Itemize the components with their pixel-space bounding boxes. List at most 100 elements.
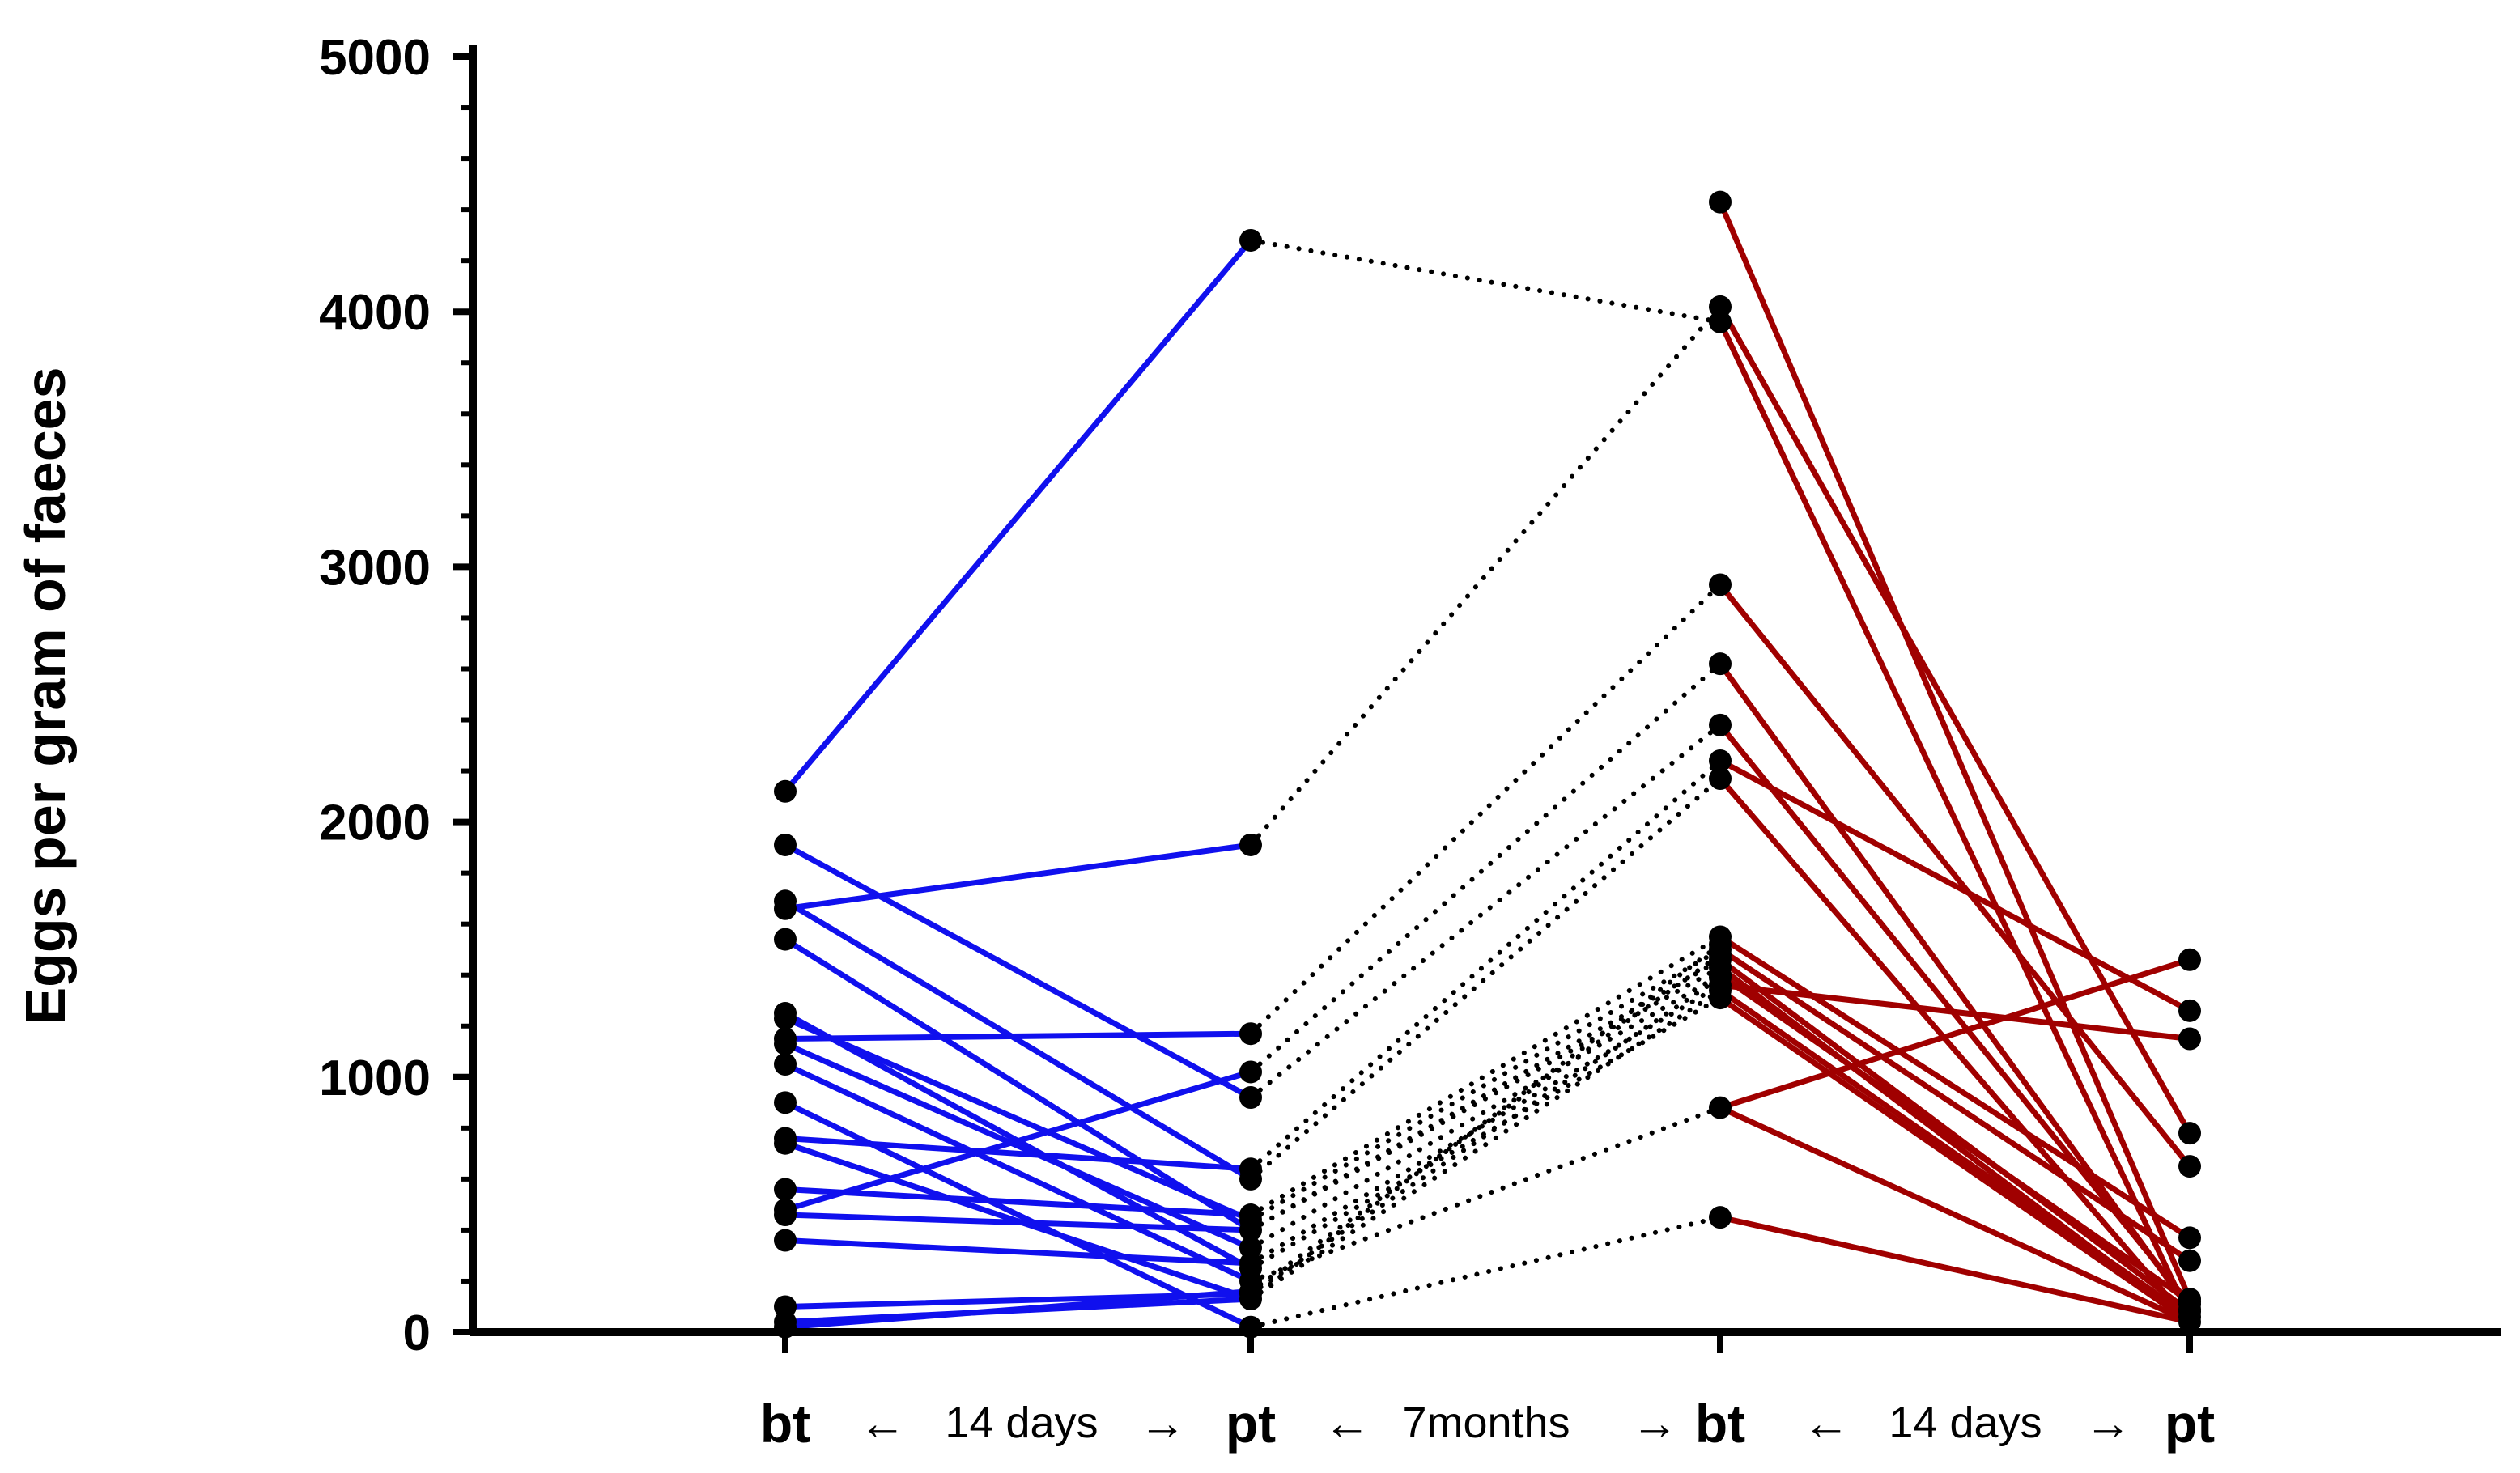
x-category-label-1: bt — [760, 1394, 810, 1454]
interval-line-1 — [1248, 237, 1723, 325]
data-point-col2 — [1239, 1022, 1262, 1046]
interval-line-17 — [1248, 974, 1723, 1297]
first-treatment-line-3 — [782, 898, 1254, 1182]
data-point-col3 — [1709, 978, 1732, 1002]
interval-line-2 — [1248, 304, 1723, 847]
first-treatment-line-17 — [782, 1237, 1254, 1267]
data-point-col1 — [774, 833, 797, 856]
data-point-col4 — [2178, 1226, 2201, 1250]
first-treatment-line-15 — [782, 1068, 1254, 1213]
interval-line-12 — [1248, 972, 1723, 1250]
data-point-col3 — [1709, 713, 1732, 736]
data-point-col1 — [774, 897, 797, 920]
second-treatment-line-5 — [1717, 660, 2193, 1313]
data-point-col4 — [2178, 1027, 2201, 1051]
second-treatment-line-2 — [1717, 304, 2193, 1136]
second-treatment-line-3 — [1717, 319, 2193, 1320]
axes: 0 1000 2000 3000 4000 5000 — [319, 30, 2501, 1361]
data-point-col3 — [1709, 652, 1732, 676]
x-category-label-3: bt — [1695, 1394, 1745, 1454]
period-3-right-arrow: → — [2084, 1397, 2131, 1450]
data-point-col4 — [2178, 1155, 2201, 1178]
second-treatment-line-8 — [1717, 775, 2193, 1325]
x-ticks — [782, 1332, 2193, 1353]
first-treatment-line-11 — [782, 1099, 1254, 1331]
y-tick-label-1000: 1000 — [319, 1051, 431, 1106]
interval-line-11 — [1248, 965, 1723, 1233]
data-point-col2 — [1239, 1060, 1262, 1084]
data-point-col2 — [1239, 228, 1262, 252]
x-category-label-2: pt — [1226, 1394, 1276, 1454]
second-treatment-line-9 — [1717, 933, 2193, 1241]
interval-line-13 — [1248, 983, 1723, 1266]
data-point-col3 — [1709, 932, 1732, 956]
first-treatment-line-14 — [782, 1186, 1254, 1218]
first-treatment-line-20 — [782, 1288, 1254, 1331]
data-point-col4 — [2178, 1290, 2201, 1314]
data-point-col3 — [1709, 1096, 1732, 1119]
y-tick-label-5000: 5000 — [319, 30, 431, 86]
interval-line-4 — [1248, 661, 1723, 1075]
period-2-left-arrow: ← — [1324, 1397, 1370, 1450]
data-point-col1 — [774, 1229, 797, 1252]
data-point-col1 — [774, 928, 797, 951]
data-point-col1 — [774, 1131, 797, 1155]
y-ticks: 0 1000 2000 3000 4000 5000 — [319, 30, 473, 1361]
interval-line-16 — [1248, 952, 1723, 1294]
y-axis-label: Eggs per gram of faeces — [14, 367, 77, 1025]
data-point-col1 — [774, 1053, 797, 1076]
data-points — [774, 190, 2201, 1339]
data-point-col2 — [1239, 1157, 1262, 1181]
period-3-left-arrow: ← — [1803, 1397, 1850, 1450]
interval-line-15 — [1248, 1105, 1723, 1284]
interval-line-18 — [1248, 941, 1723, 1302]
interval-line-3 — [1248, 582, 1723, 1037]
first-treatment-line-12 — [782, 1135, 1254, 1172]
data-point-col1 — [774, 1178, 797, 1201]
interval-line-7 — [1248, 776, 1723, 1182]
first-treatment-line-9 — [782, 1041, 1254, 1251]
second-treatment-line-15 — [1717, 987, 2193, 1320]
y-tick-label-0: 0 — [403, 1305, 431, 1361]
period-2-right-arrow: → — [1631, 1397, 1678, 1450]
data-point-col3 — [1709, 749, 1732, 772]
data-point-col3 — [1709, 767, 1732, 791]
data-point-col4 — [2178, 948, 2201, 971]
first-treatment-line-2 — [782, 842, 1254, 1101]
data-point-col3 — [1709, 1206, 1732, 1229]
interval-line-19 — [1248, 987, 1723, 1302]
second-treatment-line-17 — [1717, 957, 2193, 1111]
data-point-col1 — [774, 1007, 797, 1030]
second-treatment-line-1 — [1717, 199, 2193, 1302]
data-point-col4 — [2178, 1122, 2201, 1145]
data-point-col1 — [774, 779, 797, 803]
y-tick-label-4000: 4000 — [319, 285, 431, 341]
data-point-col2 — [1239, 1280, 1262, 1303]
second-treatment-line-14 — [1717, 982, 2193, 1042]
data-point-col1 — [774, 1032, 797, 1055]
period-2-label: 7months — [1402, 1399, 1570, 1447]
interval-line-20 — [1248, 1215, 1723, 1330]
x-category-label-4: pt — [2165, 1394, 2215, 1454]
second-treatment-line-13 — [1717, 972, 2193, 1305]
second-treatment-line-19 — [1717, 1214, 2193, 1325]
data-point-col3 — [1709, 573, 1732, 596]
period-1-right-arrow: → — [1139, 1397, 1186, 1450]
y-tick-label-3000: 3000 — [319, 540, 431, 596]
second-treatment-line-7 — [1717, 758, 2193, 1014]
first-treatment-line-5 — [782, 936, 1254, 1233]
data-point-col3 — [1709, 190, 1732, 214]
period-1-label: 14 days — [945, 1399, 1098, 1447]
first-treatment-line-8 — [782, 1030, 1254, 1042]
data-point-col2 — [1239, 1203, 1262, 1227]
data-point-col4 — [2178, 1249, 2201, 1272]
first-treatment-line-7 — [782, 1015, 1254, 1223]
data-point-col2 — [1239, 1086, 1262, 1110]
first-treatment-line-16 — [782, 1212, 1254, 1233]
data-point-col2 — [1239, 833, 1262, 856]
first-treatment-line-10 — [782, 1061, 1254, 1284]
period-1-left-arrow: ← — [859, 1397, 906, 1450]
first-treatment-lines — [782, 237, 1254, 1331]
data-point-col4 — [2178, 999, 2201, 1022]
